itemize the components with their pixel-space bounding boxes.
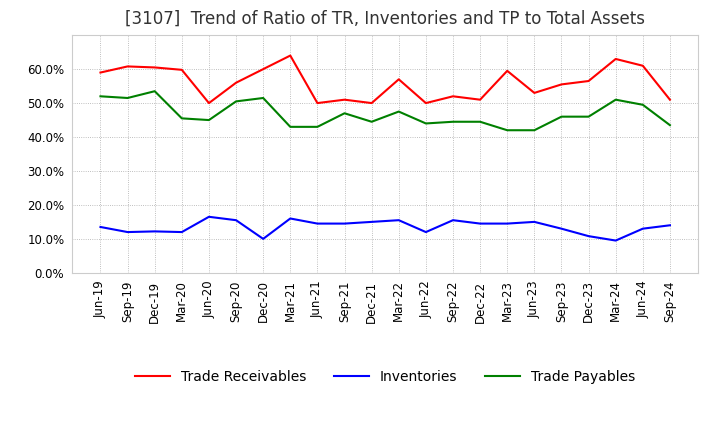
Trade Receivables xyxy=(557,82,566,87)
Inventories xyxy=(367,219,376,224)
Trade Payables xyxy=(123,95,132,101)
Inventories xyxy=(503,221,511,226)
Inventories xyxy=(259,236,268,242)
Inventories xyxy=(476,221,485,226)
Trade Payables xyxy=(557,114,566,119)
Trade Receivables xyxy=(123,64,132,69)
Trade Receivables xyxy=(341,97,349,103)
Trade Payables xyxy=(530,128,539,133)
Inventories xyxy=(123,229,132,235)
Inventories xyxy=(204,214,213,220)
Trade Payables xyxy=(259,95,268,101)
Inventories xyxy=(665,223,674,228)
Trade Receivables xyxy=(421,100,430,106)
Trade Payables xyxy=(150,88,159,94)
Trade Payables xyxy=(286,124,294,129)
Trade Receivables xyxy=(611,56,620,62)
Inventories xyxy=(421,229,430,235)
Line: Trade Payables: Trade Payables xyxy=(101,91,670,130)
Inventories xyxy=(584,234,593,239)
Trade Payables xyxy=(96,94,105,99)
Trade Payables xyxy=(232,99,240,104)
Trade Receivables xyxy=(503,68,511,73)
Trade Payables xyxy=(421,121,430,126)
Inventories xyxy=(313,221,322,226)
Trade Receivables xyxy=(96,70,105,75)
Trade Payables xyxy=(584,114,593,119)
Legend: Trade Receivables, Inventories, Trade Payables: Trade Receivables, Inventories, Trade Pa… xyxy=(130,364,641,389)
Inventories xyxy=(639,226,647,231)
Inventories xyxy=(341,221,349,226)
Trade Payables xyxy=(313,124,322,129)
Trade Receivables xyxy=(395,77,403,82)
Trade Receivables xyxy=(232,80,240,85)
Trade Payables xyxy=(367,119,376,125)
Trade Receivables xyxy=(367,100,376,106)
Trade Receivables xyxy=(584,78,593,84)
Trade Payables xyxy=(476,119,485,125)
Trade Payables xyxy=(611,97,620,103)
Inventories xyxy=(557,226,566,231)
Trade Receivables xyxy=(178,67,186,73)
Inventories xyxy=(395,217,403,223)
Trade Payables xyxy=(665,122,674,128)
Trade Receivables xyxy=(530,90,539,95)
Inventories xyxy=(150,229,159,234)
Inventories xyxy=(530,219,539,224)
Trade Payables xyxy=(503,128,511,133)
Trade Receivables xyxy=(476,97,485,103)
Inventories xyxy=(232,217,240,223)
Trade Receivables xyxy=(313,100,322,106)
Trade Payables xyxy=(178,116,186,121)
Inventories xyxy=(286,216,294,221)
Trade Receivables xyxy=(639,63,647,68)
Trade Receivables xyxy=(150,65,159,70)
Trade Receivables xyxy=(204,100,213,106)
Title: [3107]  Trend of Ratio of TR, Inventories and TP to Total Assets: [3107] Trend of Ratio of TR, Inventories… xyxy=(125,10,645,28)
Trade Payables xyxy=(341,110,349,116)
Trade Payables xyxy=(639,102,647,107)
Inventories xyxy=(178,229,186,235)
Trade Receivables xyxy=(259,66,268,72)
Inventories xyxy=(611,238,620,243)
Trade Payables xyxy=(449,119,457,125)
Trade Receivables xyxy=(665,97,674,103)
Inventories xyxy=(96,224,105,230)
Line: Trade Receivables: Trade Receivables xyxy=(101,55,670,103)
Inventories xyxy=(449,217,457,223)
Trade Receivables xyxy=(286,53,294,58)
Trade Receivables xyxy=(449,94,457,99)
Line: Inventories: Inventories xyxy=(101,217,670,241)
Trade Payables xyxy=(395,109,403,114)
Trade Payables xyxy=(204,117,213,123)
